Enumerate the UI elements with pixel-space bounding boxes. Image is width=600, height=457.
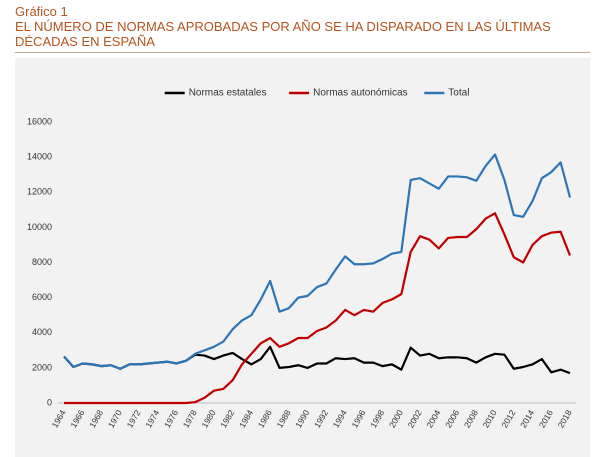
y-tick-label: 8000 <box>32 257 52 267</box>
y-tick-label: 4000 <box>32 327 52 337</box>
legend-label: Normas autonómicas <box>313 88 407 99</box>
y-tick-label: 0 <box>47 397 52 407</box>
chart-background <box>15 58 590 457</box>
line-series <box>64 212 572 405</box>
y-tick-label: 2000 <box>32 362 52 372</box>
y-tick-label: 6000 <box>32 292 52 302</box>
y-tick-label: 12000 <box>27 187 52 197</box>
chart-title: EL NÚMERO DE NORMAS APROBADAS POR AÑO SE… <box>15 19 551 49</box>
legend-label: Total <box>448 88 469 99</box>
chart-label: Gráfico 1 <box>15 4 68 19</box>
legend-label: Normas estatales <box>189 88 267 99</box>
y-tick-label: 10000 <box>27 222 52 232</box>
line-series <box>63 153 572 370</box>
title-rule <box>15 52 590 53</box>
y-tick-label: 14000 <box>27 152 52 162</box>
header: Gráfico 1 EL NÚMERO DE NORMAS APROBADAS … <box>15 4 590 53</box>
y-tick-label: 16000 <box>27 116 52 126</box>
